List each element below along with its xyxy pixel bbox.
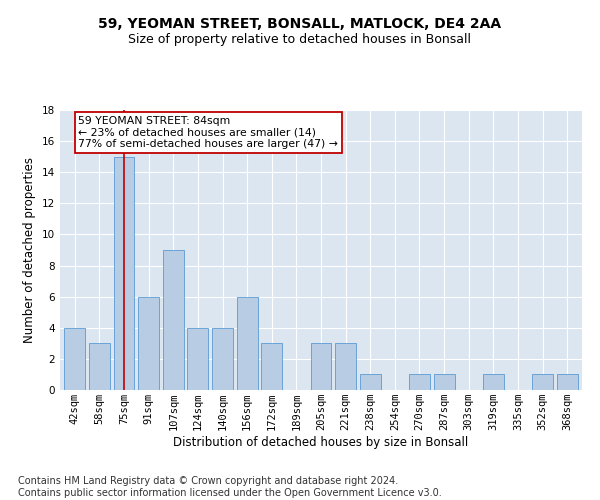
Text: Contains HM Land Registry data © Crown copyright and database right 2024.
Contai: Contains HM Land Registry data © Crown c…: [18, 476, 442, 498]
Bar: [434, 374, 455, 390]
Bar: [311, 344, 331, 390]
Bar: [409, 374, 430, 390]
Text: 59, YEOMAN STREET, BONSALL, MATLOCK, DE4 2AA: 59, YEOMAN STREET, BONSALL, MATLOCK, DE4…: [98, 18, 502, 32]
X-axis label: Distribution of detached houses by size in Bonsall: Distribution of detached houses by size …: [173, 436, 469, 449]
Y-axis label: Number of detached properties: Number of detached properties: [23, 157, 37, 343]
Text: 59 YEOMAN STREET: 84sqm
← 23% of detached houses are smaller (14)
77% of semi-de: 59 YEOMAN STREET: 84sqm ← 23% of detache…: [79, 116, 338, 150]
Bar: [187, 328, 208, 390]
Bar: [360, 374, 381, 390]
Bar: [261, 344, 282, 390]
Bar: [335, 344, 356, 390]
Bar: [64, 328, 85, 390]
Bar: [138, 296, 159, 390]
Bar: [483, 374, 504, 390]
Bar: [557, 374, 578, 390]
Bar: [212, 328, 233, 390]
Bar: [163, 250, 184, 390]
Text: Size of property relative to detached houses in Bonsall: Size of property relative to detached ho…: [128, 32, 472, 46]
Bar: [532, 374, 553, 390]
Bar: [113, 156, 134, 390]
Bar: [89, 344, 110, 390]
Bar: [236, 296, 257, 390]
